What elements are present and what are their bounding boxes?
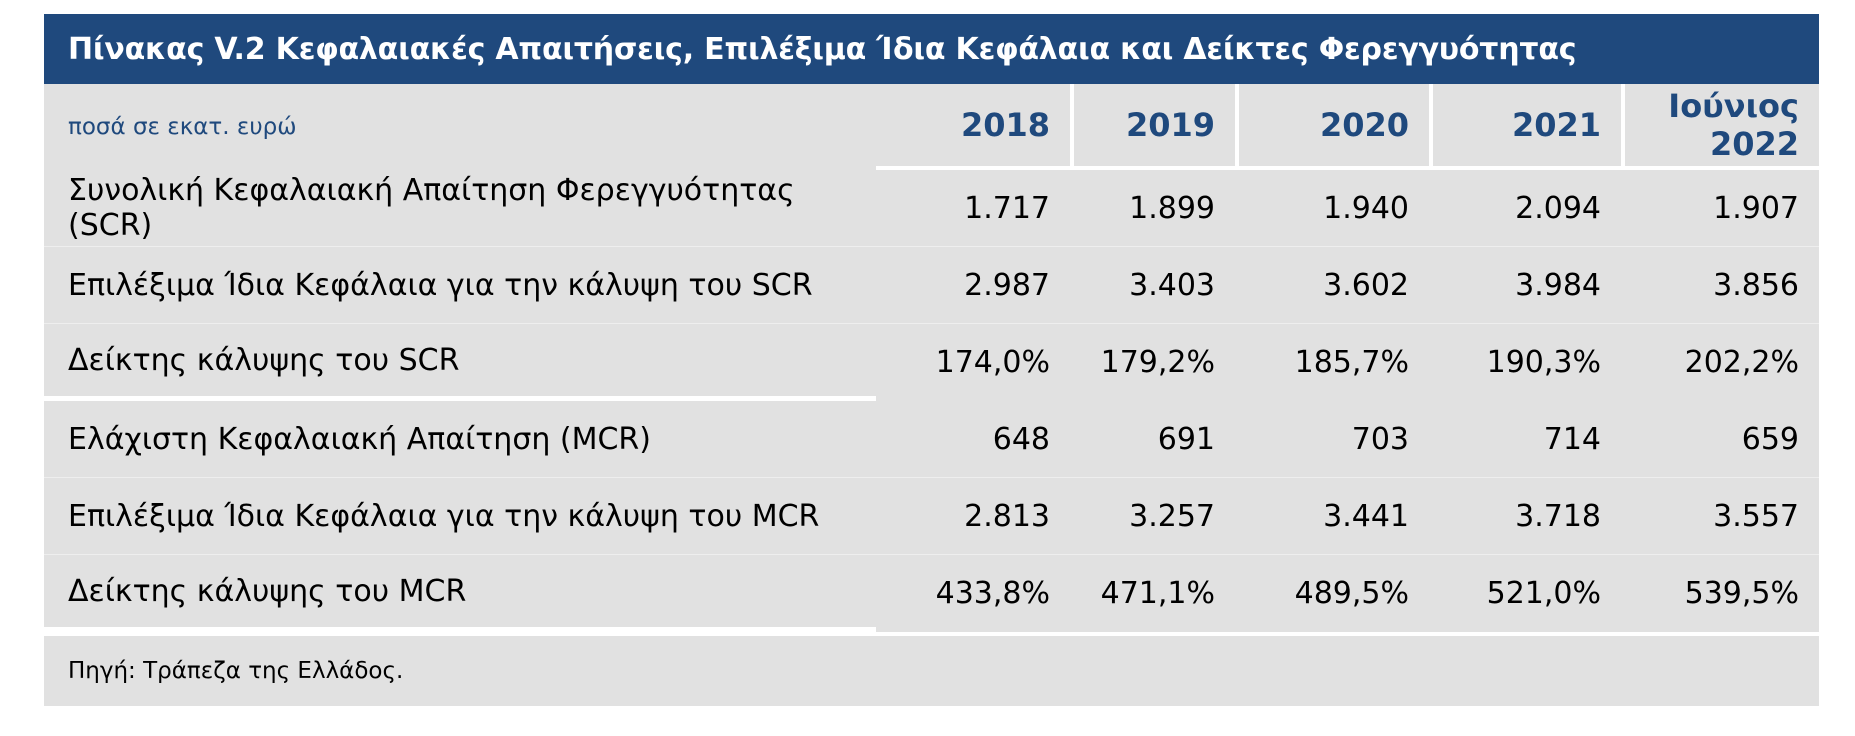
table-cell: 659 <box>1621 401 1819 478</box>
table-cell: 3.984 <box>1429 247 1621 324</box>
row-label: Δείκτης κάλυψης του SCR <box>44 324 876 401</box>
row-label: Επιλέξιμα Ίδια Κεφάλαια για την κάλυψη τ… <box>44 247 876 324</box>
table-cell: 3.441 <box>1235 478 1429 555</box>
table-cell: 433,8% <box>935 576 1050 611</box>
table-cell: 1.899 <box>1070 170 1235 247</box>
table-cell: 2.094 <box>1429 170 1621 247</box>
row-label: Επιλέξιμα Ίδια Κεφάλαια για την κάλυψη τ… <box>44 478 876 555</box>
table-title: Πίνακας V.2 Κεφαλαιακές Απαιτήσεις, Επιλ… <box>68 31 1577 67</box>
table-cell: 714 <box>1429 401 1621 478</box>
table-cell: 471,1% <box>1100 576 1215 611</box>
table-cell: 521,0% <box>1486 576 1601 611</box>
table-cell: 190,3% <box>1486 345 1601 380</box>
table-cell: 691 <box>1070 401 1235 478</box>
table-cell: 703 <box>1235 401 1429 478</box>
unit-label: ποσά σε εκατ. ευρώ <box>68 114 297 140</box>
column-header-3: 2021 <box>1429 84 1621 170</box>
table-cell: 185,7% <box>1294 345 1409 380</box>
column-header-1: 2019 <box>1070 84 1235 170</box>
table-cell: 202,2% <box>1684 345 1799 380</box>
table-cell: 539,5% <box>1684 576 1799 611</box>
row-label: Ελάχιστη Κεφαλαιακή Απαίτηση (MCR) <box>44 401 876 478</box>
table-cell: 3.856 <box>1621 247 1819 324</box>
table-cell: 1.940 <box>1235 170 1429 247</box>
table-title-bar: Πίνακας V.2 Κεφαλαιακές Απαιτήσεις, Επιλ… <box>44 14 1819 84</box>
column-header-0: 2018 <box>876 84 1070 170</box>
table-cell: 1.907 <box>1621 170 1819 247</box>
column-header-4: Ιούνιος 2022 <box>1621 84 1819 170</box>
table-cell: 648 <box>876 401 1070 478</box>
table-cell: 3.602 <box>1235 247 1429 324</box>
table-cell: 2.813 <box>876 478 1070 555</box>
solvency-table: Πίνακας V.2 Κεφαλαιακές Απαιτήσεις, Επιλ… <box>44 14 1819 706</box>
table-cell: 1.717 <box>876 170 1070 247</box>
table-cell: 3.257 <box>1070 478 1235 555</box>
column-header-2: 2020 <box>1235 84 1429 170</box>
table-cell: 3.557 <box>1621 478 1819 555</box>
table-grid: ποσά σε εκατ. ευρώ 2018 2019 2020 2021 Ιούνι… <box>44 84 1819 706</box>
source-note: Πηγή: Τράπεζα της Ελλάδος. <box>44 632 1819 706</box>
table-cell: 3.718 <box>1429 478 1621 555</box>
row-label: Συνολική Κεφαλαιακή Απαίτηση Φερεγγυότητ… <box>44 170 876 247</box>
table-cell: 179,2% <box>1100 345 1215 380</box>
table-cell: 2.987 <box>876 247 1070 324</box>
table-cell: 174,0% <box>935 345 1050 380</box>
table-cell: 3.403 <box>1070 247 1235 324</box>
table-cell: 489,5% <box>1294 576 1409 611</box>
row-label: Δείκτης κάλυψης του MCR <box>44 555 876 632</box>
